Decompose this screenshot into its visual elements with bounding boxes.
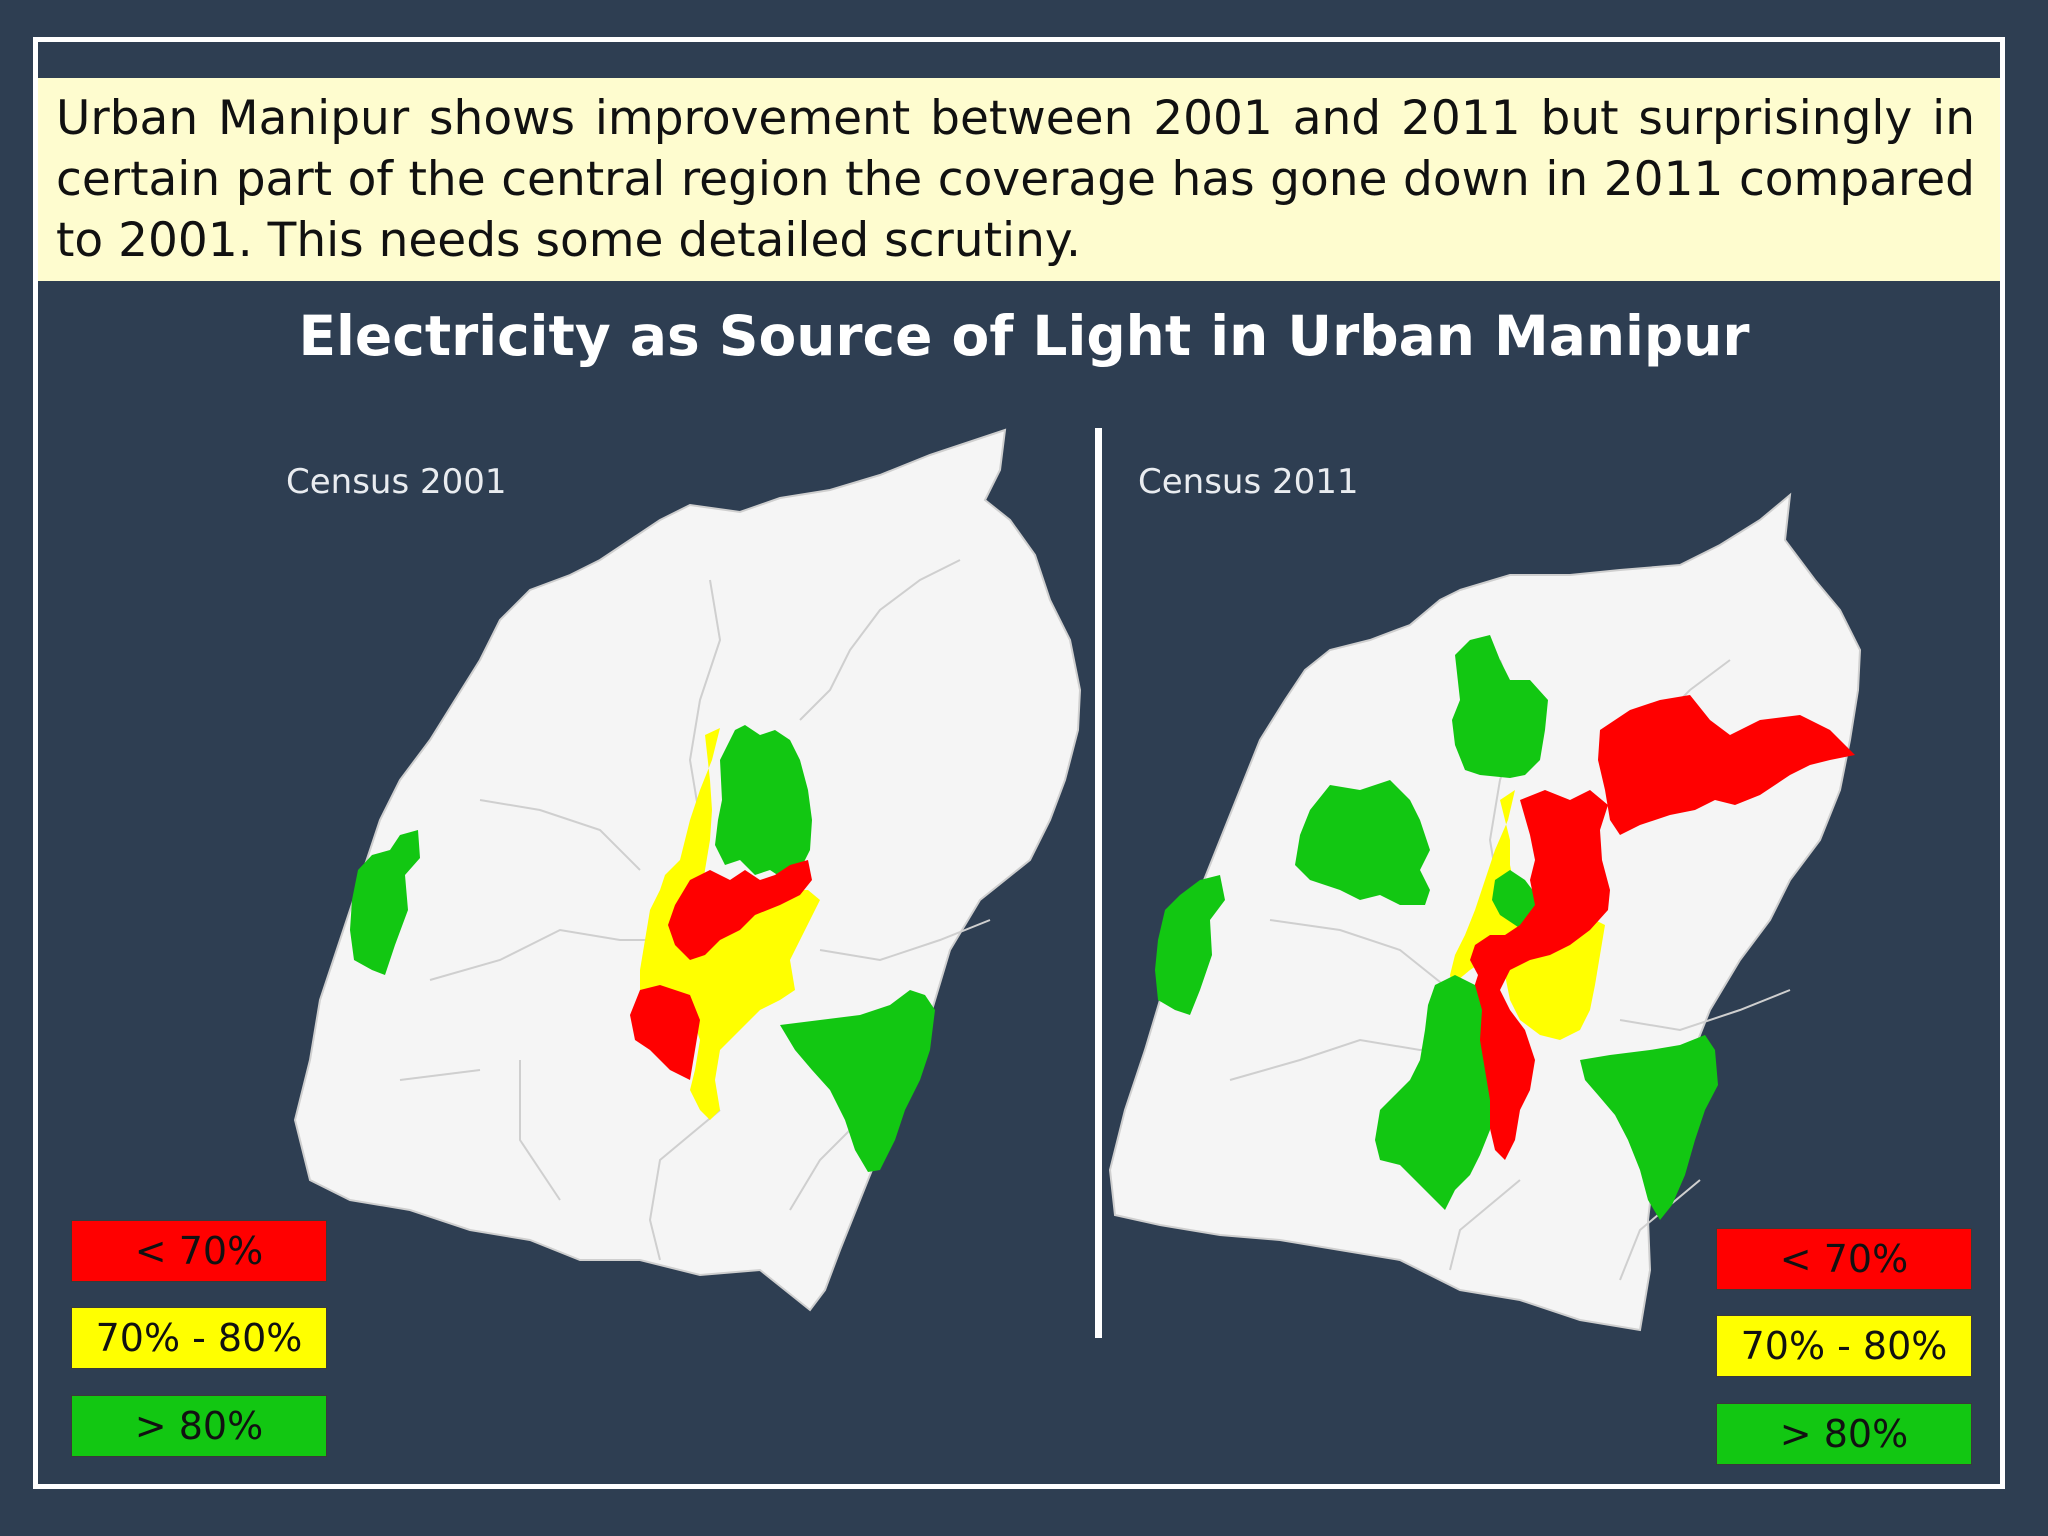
map-2011-region-green-northwest <box>1295 780 1430 905</box>
map-2011-region-red-center <box>1470 790 1610 1160</box>
map-2011-region-green-southwest <box>1375 975 1490 1210</box>
map-2001 <box>293 428 1082 1312</box>
legend-2011-mid: 70% - 80% <box>1716 1315 1972 1377</box>
map-2011-region-red-northeast <box>1598 695 1855 835</box>
legend-2011-low: < 70% <box>1716 1228 1972 1290</box>
legend-2011-high: > 80% <box>1716 1403 1972 1465</box>
summary-note: Urban Manipur shows improvement between … <box>38 78 2000 281</box>
map-2001-region-green-north <box>715 725 812 880</box>
legend-2001-mid: 70% - 80% <box>71 1307 327 1369</box>
map-2011-region-green-north <box>1452 635 1548 778</box>
map-2001-label: Census 2001 <box>286 462 507 502</box>
map-2001-region-green-east <box>780 990 935 1172</box>
map-2001-region-red-center <box>668 860 812 960</box>
map-2001-region-green-west <box>350 830 420 975</box>
map-2011-label: Census 2011 <box>1138 462 1359 502</box>
map-2011-region-green-west <box>1155 875 1225 1015</box>
map-2011 <box>1108 492 1862 1332</box>
legend-2001-high: > 80% <box>71 1395 327 1457</box>
slide-title: Electricity as Source of Light in Urban … <box>298 304 1750 368</box>
map-2001-region-red-southwest <box>630 985 700 1080</box>
map-2011-region-green-east <box>1580 1035 1718 1220</box>
map-divider <box>1095 428 1102 1338</box>
legend-2001-low: < 70% <box>71 1220 327 1282</box>
slide-frame <box>33 37 2005 1489</box>
